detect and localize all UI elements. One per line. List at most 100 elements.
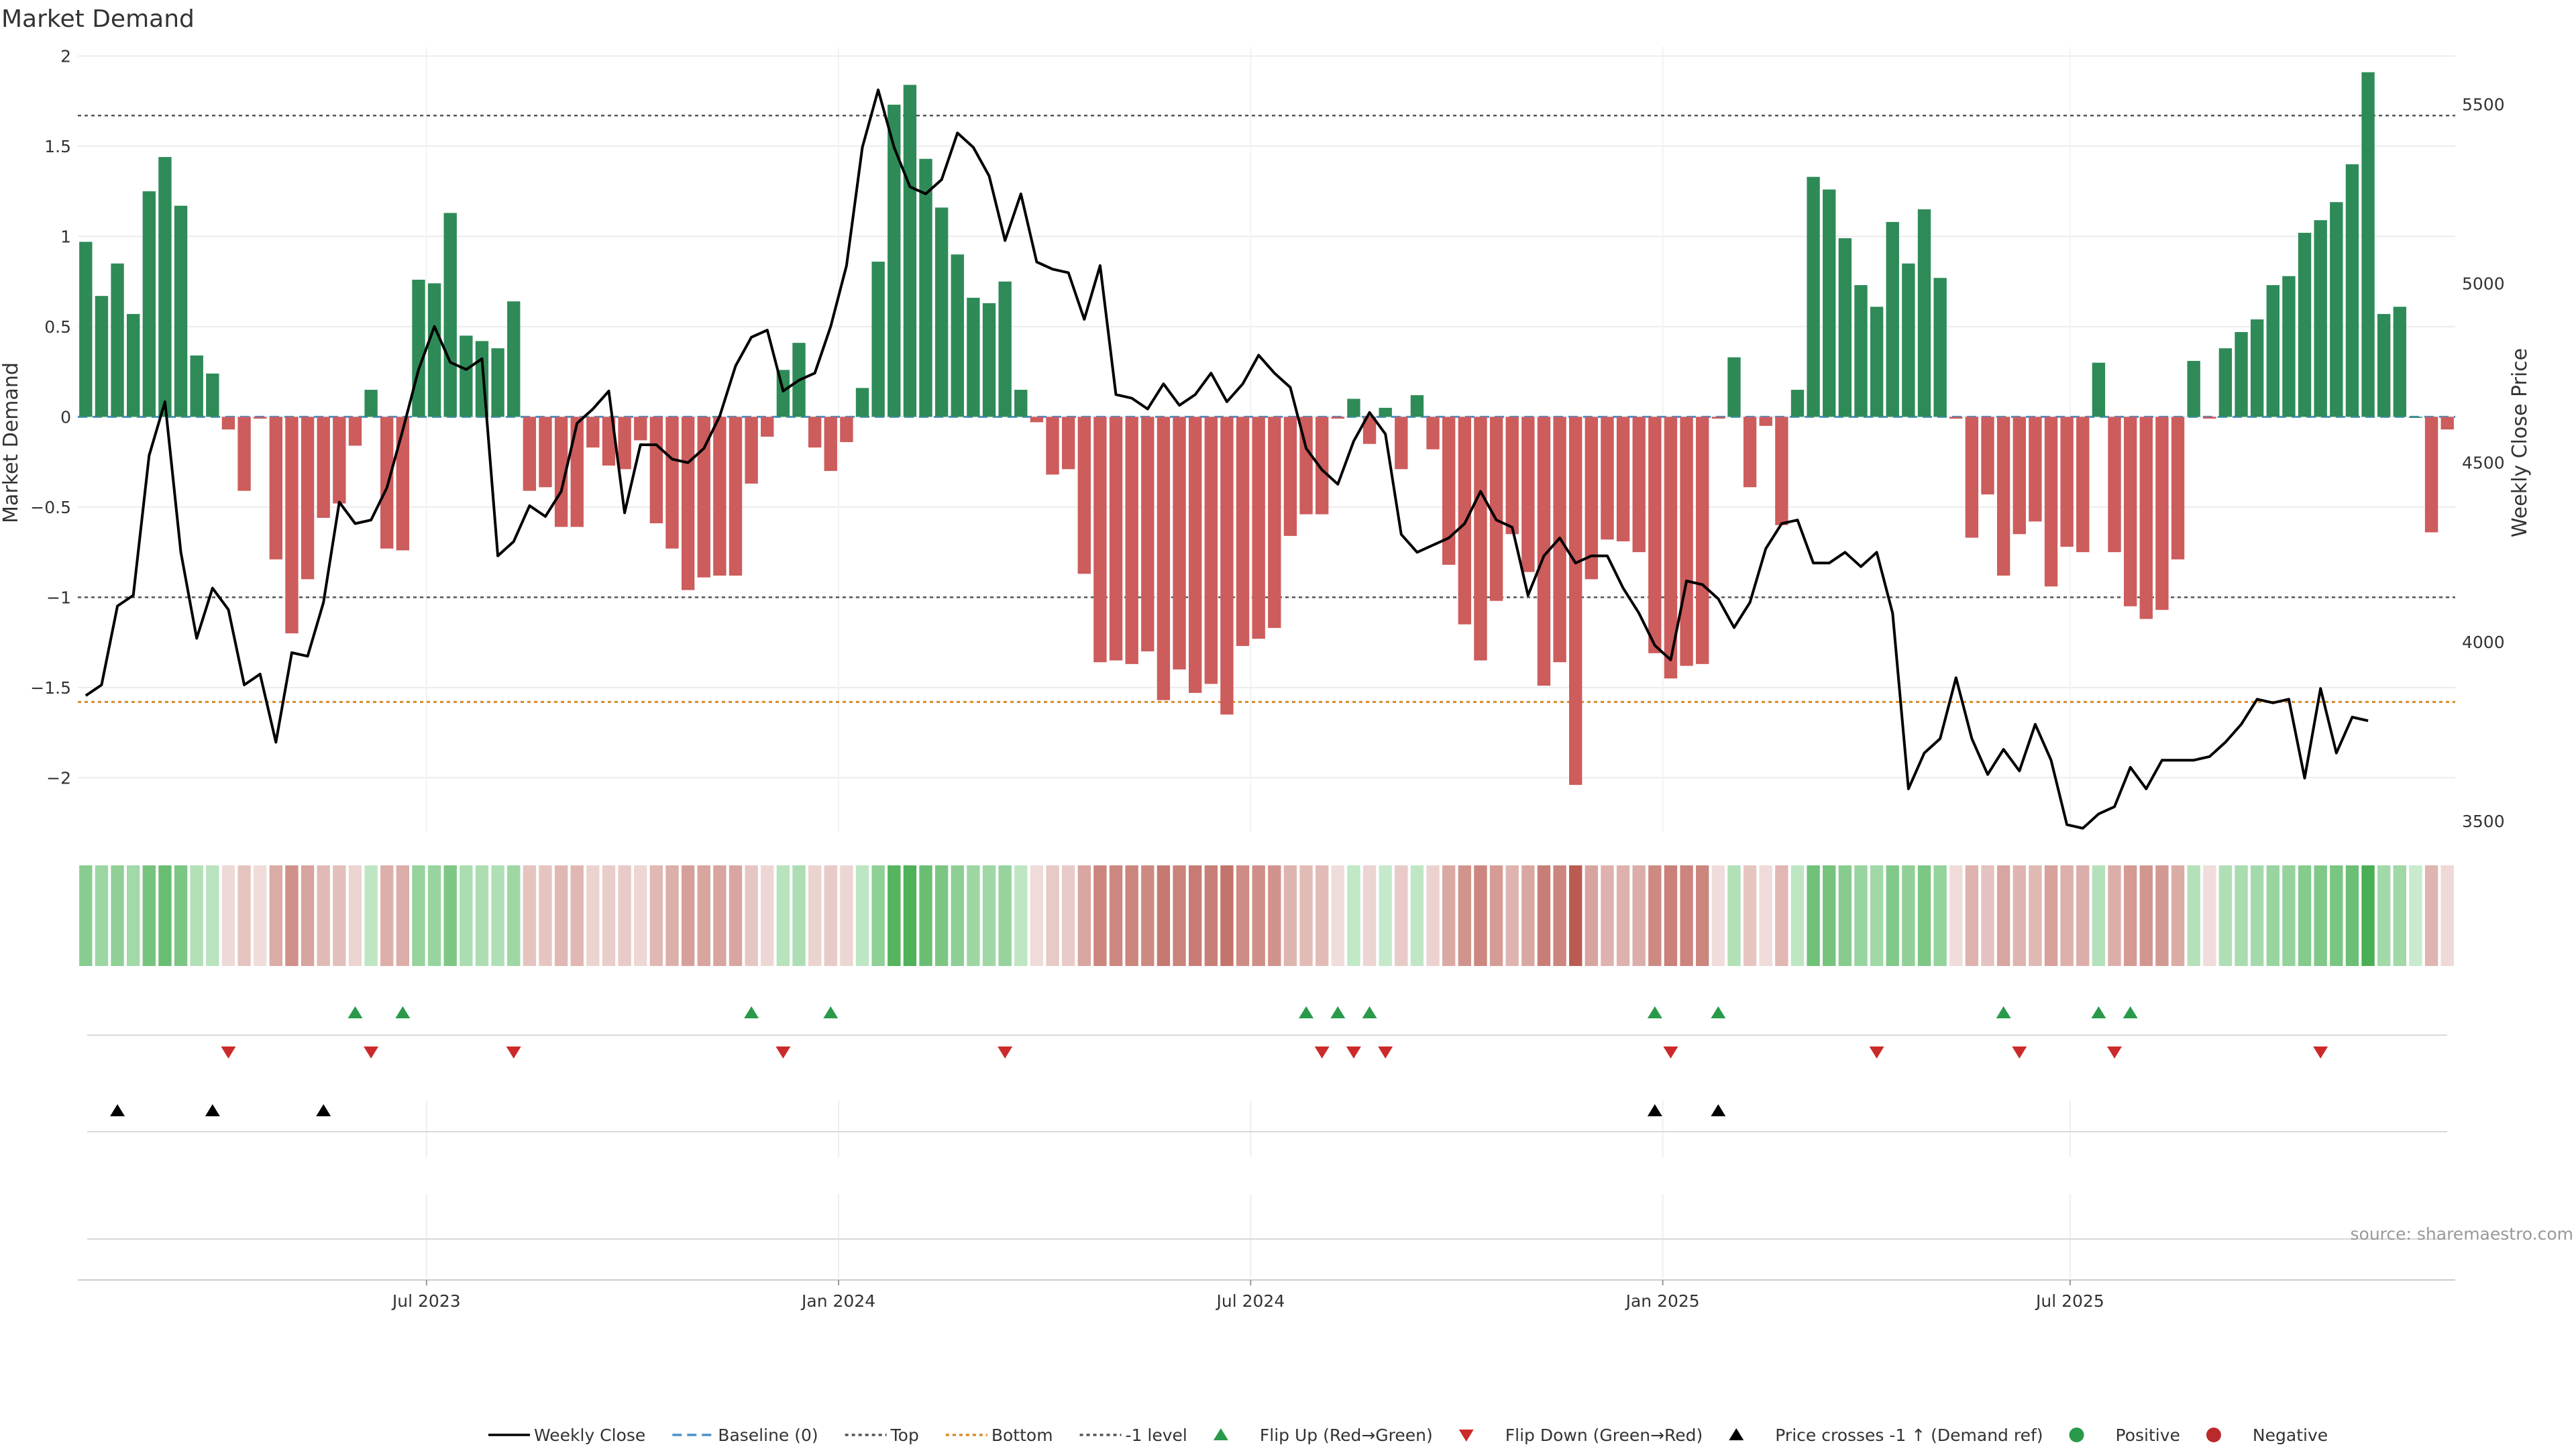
demand-bar [998, 281, 1012, 417]
flip-up-marker [1711, 1006, 1726, 1018]
heat-cell [1585, 865, 1599, 966]
demand-bar [649, 417, 663, 524]
demand-bar [618, 417, 631, 470]
flip-up-marker [1299, 1006, 1314, 1018]
heat-cell [951, 865, 964, 966]
demand-bar [1696, 417, 1709, 664]
demand-bar [348, 417, 362, 446]
heat-cell [1474, 865, 1487, 966]
source-note: source: sharemaestro.com [2351, 1224, 2574, 1244]
demand-bar [1141, 417, 1155, 652]
demand-bars [79, 72, 2454, 786]
demand-bar [855, 388, 869, 417]
demand-bar [2377, 314, 2391, 417]
left-y-axis: 2 1.5 1 0.5 0 −0.5 −1 −1.5 −2 [30, 46, 71, 788]
legend-label: Weekly Close [534, 1426, 645, 1445]
demand-bar [2108, 417, 2121, 553]
heat-cell [2250, 865, 2264, 966]
heat-cell [745, 865, 758, 966]
demand-bar [285, 417, 299, 634]
demand-bar [2171, 417, 2185, 559]
heat-cell [967, 865, 980, 966]
x-tick-label: Jan 2024 [800, 1291, 875, 1311]
demand-bar [745, 417, 758, 484]
demand-bar [364, 390, 378, 417]
heat-cell [2377, 865, 2391, 966]
heat-cell [79, 865, 93, 966]
heat-cell [1965, 865, 1979, 966]
flip-down-marker [1314, 1046, 1330, 1059]
heat-cell [982, 865, 996, 966]
demand-bar [2330, 202, 2343, 417]
heat-cell [1426, 865, 1440, 966]
heat-cell [824, 865, 837, 966]
price-cross-marker [316, 1104, 331, 1116]
heat-cell [1268, 865, 1281, 966]
price-cross-panel [87, 1104, 2447, 1132]
heat-cell [2440, 865, 2454, 966]
heat-cell [221, 865, 235, 966]
heat-cell [1616, 865, 1630, 966]
heat-cell [523, 865, 537, 966]
heat-cell [127, 865, 140, 966]
demand-bar [1299, 417, 1313, 515]
heat-cell [919, 865, 932, 966]
heat-cell [808, 865, 822, 966]
demand-bar [2266, 285, 2279, 417]
demand-bar [2361, 72, 2375, 417]
y-tick-label: −1.5 [30, 678, 71, 698]
demand-bar [1188, 417, 1202, 693]
heat-cell [1996, 865, 2010, 966]
heat-cell [1347, 865, 1360, 966]
heat-cell [317, 865, 330, 966]
heat-cell [1790, 865, 1805, 966]
demand-bar [729, 417, 743, 576]
demand-bar [2409, 417, 2422, 418]
demand-bar [1727, 357, 1741, 417]
demand-bar [1854, 285, 1868, 417]
demand-bar [412, 279, 425, 417]
demand-bar [1046, 417, 1059, 475]
flip-up-marker [1362, 1006, 1377, 1018]
heat-cell [1759, 865, 1772, 966]
heat-cell [2361, 865, 2375, 966]
demand-bar [1521, 417, 1535, 572]
demand-bar [2076, 417, 2090, 553]
legend-item: Baseline (0) [672, 1426, 818, 1445]
heat-cell [871, 865, 885, 966]
legend-item: -1 level [1079, 1426, 1187, 1445]
demand-bar [1996, 417, 2010, 576]
legend-item: Weekly Close [488, 1426, 645, 1445]
heat-cell [2029, 865, 2042, 966]
demand-bar [396, 417, 410, 551]
demand-bar [2314, 220, 2327, 417]
x-tick-label: Jul 2025 [2035, 1291, 2104, 1311]
price-cross-marker [1711, 1104, 1726, 1116]
demand-bar [1902, 263, 1915, 417]
demand-bar [602, 417, 616, 466]
legend-label: Flip Down (Green→Red) [1505, 1426, 1703, 1445]
demand-bar [1664, 417, 1678, 679]
demand-bar [1379, 407, 1392, 417]
heat-cell [1395, 865, 1408, 966]
legend-item: Price crosses -1 ↑ (Demand ref) [1729, 1426, 2043, 1445]
heat-cell [2218, 865, 2233, 966]
heat-cell [2424, 865, 2438, 966]
demand-bar [2424, 417, 2438, 533]
demand-bar [1283, 417, 1297, 536]
heat-cell [665, 865, 679, 966]
demand-bar [1680, 417, 1693, 666]
flip-up-marker [1996, 1006, 2011, 1018]
heat-cell [1173, 865, 1186, 966]
heat-cell [1220, 865, 1234, 966]
weekly-close-line [85, 89, 2369, 830]
flip-down-marker [1663, 1046, 1678, 1059]
heat-cell [174, 865, 188, 966]
heat-cell [1204, 865, 1218, 966]
flip-down-marker [1869, 1046, 1884, 1059]
heat-cell [2076, 865, 2090, 966]
demand-bar [586, 417, 600, 448]
demand-bar [888, 105, 901, 417]
demand-bar [1362, 417, 1377, 444]
legend-label: Price crosses -1 ↑ (Demand ref) [1775, 1426, 2043, 1445]
